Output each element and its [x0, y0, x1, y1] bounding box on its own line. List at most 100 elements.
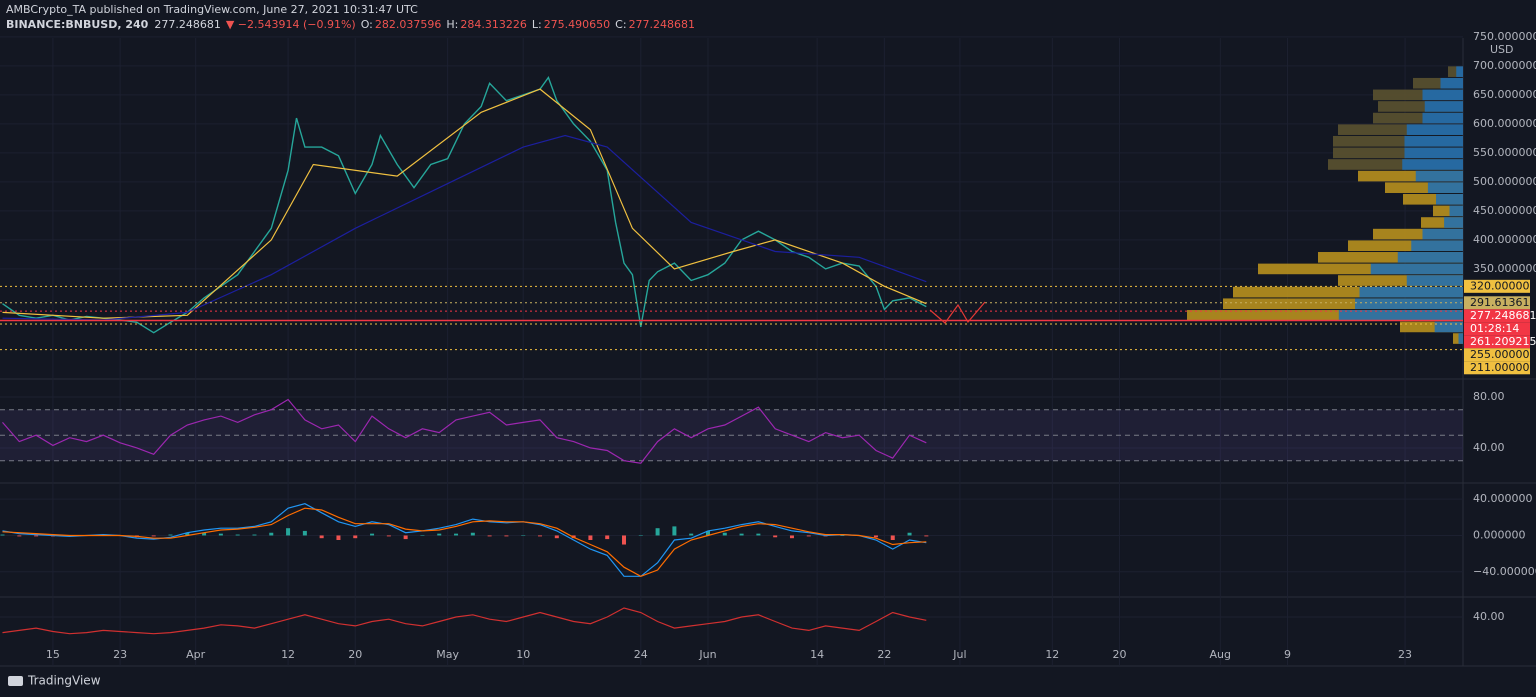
- volume-profile-bar: [1187, 310, 1463, 321]
- y-tick-label: 40.00: [1473, 610, 1505, 623]
- volume-profile-up: [1444, 217, 1463, 228]
- histogram-bar: [789, 535, 794, 539]
- volume-profile-bar: [1433, 205, 1463, 217]
- labels: 15 23 Apr 12 20 May 10 24 Jun 14 22 Jul 12 20 Aug 9 23 35…: [46, 30, 1536, 661]
- volume-profile-up: [1402, 159, 1463, 170]
- change: ▼ −2.543914 (−0.91%): [226, 18, 356, 31]
- histogram-bar: [319, 535, 324, 539]
- volume-profile-up: [1397, 252, 1463, 263]
- volume-profile-up: [1424, 101, 1463, 112]
- series-line: [2, 134, 927, 321]
- histogram-bar: [269, 532, 274, 536]
- histogram-bar: [622, 535, 627, 545]
- volume-profile-bar: [1338, 124, 1463, 135]
- x-tick-label: 20: [348, 648, 362, 661]
- histogram-bar: [454, 533, 459, 536]
- histogram-bar: [924, 535, 929, 537]
- volume-profile-up: [1422, 89, 1463, 101]
- histogram-bar: [672, 526, 677, 536]
- volume-profile-up: [1406, 124, 1463, 135]
- histogram-bar: [202, 532, 207, 536]
- y-tick-label: 500.000000: [1473, 175, 1536, 188]
- y-tick-label: 550.000000: [1473, 146, 1536, 159]
- histogram-bar: [739, 533, 744, 536]
- histogram-bar: [386, 535, 391, 537]
- countdown: 01:28:14: [1470, 322, 1519, 335]
- histogram-bar: [873, 535, 878, 538]
- volume-profile-up: [1434, 321, 1463, 333]
- histogram-bar: [252, 534, 257, 536]
- histogram-bar: [806, 535, 811, 537]
- histogram-bar: [689, 533, 694, 536]
- volume-profile-up: [1440, 77, 1463, 89]
- volume-profile-bar: [1448, 66, 1463, 77]
- y-tick-label: 40.00: [1473, 441, 1505, 454]
- volume-profile-bar: [1358, 170, 1463, 182]
- histogram-bar: [588, 535, 593, 541]
- volume-profile-up: [1355, 298, 1463, 310]
- histogram-bar: [605, 535, 610, 540]
- y-tick-label: 350.000000: [1473, 262, 1536, 275]
- y-tick-label: 0.000000: [1473, 528, 1526, 541]
- histogram-bar: [890, 535, 895, 541]
- volume-profile-up: [1411, 240, 1463, 252]
- x-tick-label: 23: [1398, 648, 1412, 661]
- volume-profile-bar: [1318, 252, 1463, 263]
- y-tick-label: 450.000000: [1473, 204, 1536, 217]
- volume-profile-up: [1404, 147, 1463, 159]
- series-line: [2, 76, 927, 334]
- ohlc-value: 284.313226: [460, 18, 526, 31]
- series-line: [2, 607, 927, 635]
- volume-profile-up: [1449, 205, 1463, 217]
- histogram-bar: [168, 534, 173, 536]
- histogram-bar: [655, 528, 660, 536]
- symbol-line: BINANCE:BNBUSD, 240 277.248681 ▼ −2.54391…: [6, 18, 695, 31]
- volume-profile-up: [1458, 333, 1463, 344]
- histogram-bar: [705, 530, 710, 536]
- histogram-bar: [773, 535, 778, 538]
- volume-profile-bar: [1378, 101, 1463, 112]
- x-tick-label: 12: [281, 648, 295, 661]
- level-label: 277.248681: [1470, 309, 1536, 322]
- volume-profile-bar: [1403, 193, 1463, 205]
- x-tick-label: Jun: [698, 648, 716, 661]
- volume-profile-up: [1404, 135, 1463, 147]
- histogram-bar: [638, 535, 643, 536]
- last-price: 277.248681: [154, 18, 220, 31]
- ohlc-value: 277.248681: [629, 18, 695, 31]
- histogram-bar: [907, 532, 912, 536]
- ohlc-value: 275.490650: [544, 18, 610, 31]
- volume-profile-bar: [1421, 217, 1463, 228]
- x-tick-label: 10: [516, 648, 530, 661]
- histogram-bar: [0, 534, 5, 536]
- y-tick-label: 750.000000: [1473, 30, 1536, 43]
- volume-profile-up: [1415, 170, 1463, 182]
- histogram-bar: [185, 532, 190, 536]
- ohlc-value: 282.037596: [375, 18, 441, 31]
- volume-profile-up: [1422, 112, 1463, 124]
- level-label: 291.613618: [1470, 296, 1536, 309]
- symbol: BINANCE:BNBUSD, 240: [6, 18, 149, 31]
- y-tick-label: −40.000000: [1473, 565, 1536, 578]
- histogram-bar: [840, 535, 845, 536]
- y-tick-label: 650.000000: [1473, 88, 1536, 101]
- volume-profile-up: [1456, 66, 1463, 77]
- plot: [0, 66, 1463, 635]
- histogram-bar: [336, 535, 341, 541]
- histogram-bar: [487, 535, 492, 537]
- volume-profile-bar: [1453, 333, 1463, 344]
- histogram-bar: [437, 533, 442, 536]
- y-tick-label: 700.000000: [1473, 59, 1536, 72]
- level-label: 211.000000: [1470, 361, 1536, 374]
- histogram-bar: [218, 533, 223, 536]
- histogram-bar: [151, 535, 156, 537]
- histogram-bar: [521, 535, 526, 536]
- volume-profile-bar: [1413, 77, 1463, 89]
- volume-profile-bar: [1338, 275, 1463, 286]
- series-line: [2, 398, 927, 464]
- grid: [0, 36, 1463, 666]
- footer-text: TradingView: [27, 674, 101, 688]
